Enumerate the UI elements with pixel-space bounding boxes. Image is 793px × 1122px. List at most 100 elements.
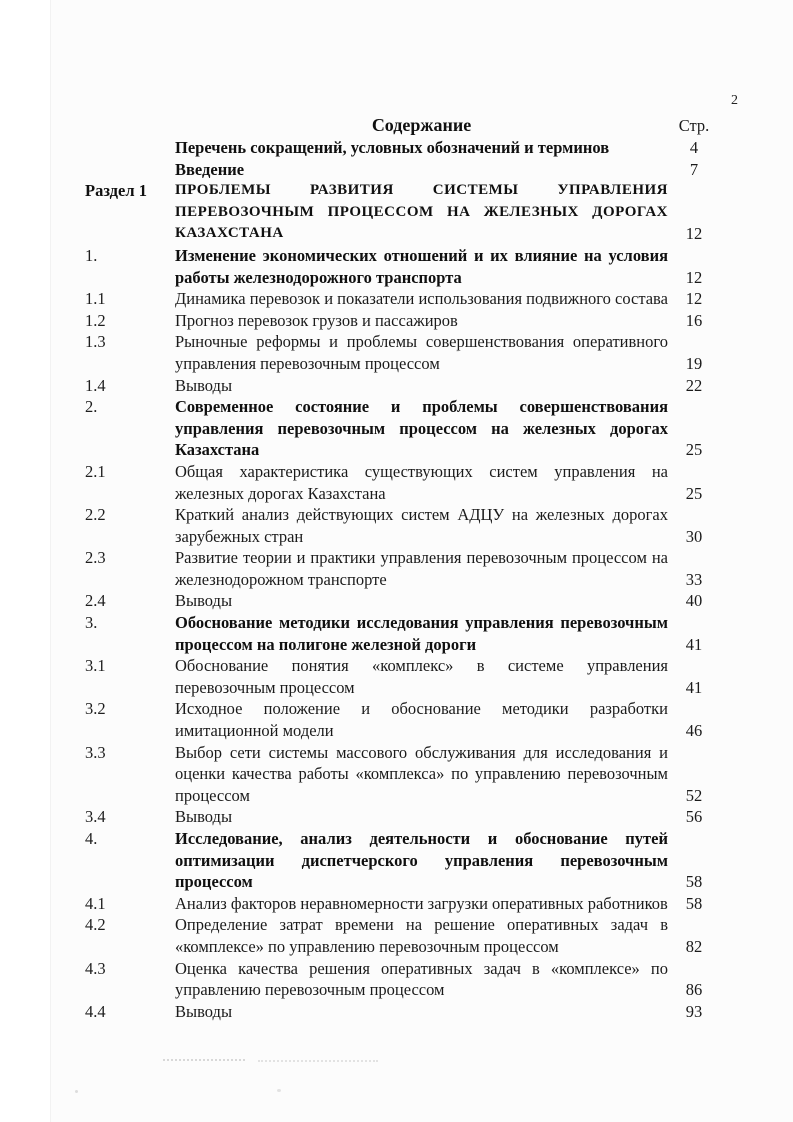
toc-entry-title: Изменение экономических отношений и их в…	[175, 245, 668, 287]
toc-entry-page: 25	[668, 461, 720, 504]
toc-entry-page: 12	[668, 180, 720, 245]
toc-entry-page: 41	[668, 612, 720, 655]
toc-entry-title: Введение	[175, 159, 245, 179]
toc-row: 2.2 Краткий анализ действующих систем АДЦ…	[85, 504, 725, 547]
toc-entry-number: 2.4	[85, 591, 106, 611]
toc-row: 1.2 Прогноз перевозок грузов и пассажиров…	[85, 310, 725, 332]
toc-entry-page: 7	[668, 159, 720, 181]
toc-row: Введение 7	[85, 159, 725, 181]
toc-entry-title: Исходное положение и обоснование методик…	[175, 699, 668, 741]
toc-row: 4.3 Оценка качества решения оперативных з…	[85, 958, 725, 1001]
toc-entry-page-value: 30	[685, 526, 703, 546]
toc-row: 1.3 Рыночные реформы и проблемы совершенс…	[85, 331, 725, 374]
toc-entry-page-value: 25	[685, 483, 703, 503]
toc-row: 1. Изменение экономических отношений и их…	[85, 245, 725, 288]
toc-entry-page-value: 41	[685, 677, 703, 697]
scan-paper-area	[50, 0, 793, 1122]
toc-entry-page-value: 12	[685, 289, 703, 309]
toc-entry-page-value: 58	[685, 893, 703, 913]
toc-entry-page-value: 12	[685, 224, 703, 244]
toc-entry-number: 2.	[85, 397, 98, 417]
toc-entry-title: Рыночные реформы и проблемы совершенство…	[175, 332, 668, 373]
toc-row: 3.4 Выводы 56	[85, 806, 725, 828]
toc-row: 1.4 Выводы 22	[85, 375, 725, 397]
toc-entry-title: Современное состояние и проблемы соверше…	[175, 397, 668, 460]
toc-entry-title: ПРОБЛЕМЫ РАЗВИТИЯ СИСТЕМЫ УПРАВЛЕНИЯ ПЕР…	[175, 182, 668, 242]
toc-entry-page: 58	[668, 893, 720, 915]
toc-entry-number: 3.3	[85, 742, 106, 762]
toc-entry-number	[85, 137, 175, 159]
toc-entry-page-value: 25	[685, 440, 703, 460]
toc-page-column-label: Стр.	[678, 116, 710, 135]
toc-entry-title: Анализ факторов неравномерности загрузки…	[175, 893, 668, 913]
page-number: 2	[731, 93, 738, 108]
toc-entry-number: 3.2	[85, 699, 106, 719]
toc-entry-title: Обоснование методики исследования управл…	[175, 613, 668, 654]
toc-entry-page: 86	[668, 958, 720, 1001]
toc-entry-number: 1.2	[85, 310, 106, 330]
toc-entry-page: 33	[668, 547, 720, 590]
toc-entry-page-value: 93	[685, 1001, 703, 1021]
toc-entry-title: Краткий анализ действующих систем АДЦУ н…	[175, 505, 668, 546]
toc-entry-number: 4.	[85, 829, 98, 848]
toc-entry-number: 4.1	[85, 893, 106, 913]
toc-entry-title: Выводы	[175, 1001, 233, 1021]
toc-entry-number	[85, 159, 175, 181]
toc-entry-title: Прогноз перевозок грузов и пассажиров	[175, 310, 458, 330]
toc-entry-page-value: 4	[689, 138, 699, 157]
toc-entry-page-value: 40	[685, 591, 703, 611]
toc-row: Раздел 1 ПРОБЛЕМЫ РАЗВИТИЯ СИСТЕМЫ УПРАВЛ…	[85, 180, 725, 245]
toc-row: 3.1 Обоснование понятия «комплекс» в сист…	[85, 655, 725, 698]
toc-entry-page: 12	[668, 288, 720, 310]
toc-entry-page-value: 58	[685, 872, 703, 892]
toc-entry-title: Обоснование понятия «комплекс» в системе…	[175, 656, 668, 697]
toc-entry-page-value: 46	[685, 721, 703, 741]
toc-entry-page-value: 22	[685, 375, 703, 395]
toc-row: 3.3 Выбор сети системы массового обслужив…	[85, 742, 725, 807]
toc-row: 3. Обоснование методики исследования упра…	[85, 612, 725, 655]
toc-entry-title: Исследование, анализ деятельности и обос…	[175, 829, 668, 892]
table-of-contents: Содержание Стр. Перечень сокращений, усл…	[85, 114, 725, 1022]
toc-entry-title: Определение затрат времени на решение оп…	[175, 915, 668, 956]
toc-entry-page-value: 41	[685, 634, 703, 654]
toc-entry-title: Динамика перевозок и показатели использо…	[175, 289, 668, 309]
toc-row: 2.4 Выводы 40	[85, 590, 725, 612]
toc-entry-title: Выводы	[175, 591, 233, 611]
toc-entry-title: Развитие теории и практики управления пе…	[175, 548, 668, 589]
toc-entry-title: Общая характеристика существующих систем…	[175, 461, 668, 503]
toc-entry-number: 2.1	[85, 461, 106, 481]
toc-entry-page: 52	[668, 742, 720, 807]
toc-entry-page: 30	[668, 504, 720, 547]
toc-entry-number: 2.3	[85, 548, 106, 568]
toc-entry-page: 19	[668, 331, 720, 374]
toc-rows: Перечень сокращений, условных обозначени…	[85, 137, 725, 1022]
toc-entry-page-value: 86	[685, 980, 703, 1000]
toc-entry-page: 16	[668, 310, 720, 332]
toc-row: 3.2 Исходное положение и обоснование мето…	[85, 698, 725, 741]
toc-title: Содержание	[371, 115, 472, 135]
toc-entry-number: 1.3	[85, 332, 106, 352]
toc-entry-number: 1.4	[85, 375, 106, 395]
toc-row: Перечень сокращений, условных обозначени…	[85, 137, 725, 159]
toc-entry-page: 25	[668, 396, 720, 461]
toc-entry-page: 82	[668, 914, 720, 957]
toc-entry-page: 93	[668, 1001, 720, 1023]
toc-entry-page-value: 52	[685, 785, 703, 805]
toc-header: Содержание Стр.	[85, 114, 725, 137]
toc-entry-title: Выводы	[175, 807, 233, 827]
toc-entry-number: 3.1	[85, 656, 106, 676]
toc-entry-number: 4.4	[85, 1001, 106, 1021]
toc-entry-number: Раздел 1	[85, 181, 147, 201]
toc-entry-number: 4.2	[85, 915, 106, 935]
toc-entry-page: 46	[668, 698, 720, 741]
toc-entry-page: 40	[668, 590, 720, 612]
toc-row: 4.4 Выводы 93	[85, 1001, 725, 1023]
toc-entry-title: Оценка качества решения оперативных зада…	[175, 958, 668, 1000]
toc-row: 4.2 Определение затрат времени на решение…	[85, 914, 725, 957]
toc-entry-page: 12	[668, 245, 720, 288]
toc-entry-page-value: 12	[685, 267, 703, 287]
toc-entry-number: 1.1	[85, 289, 106, 309]
toc-row: 4. Исследование, анализ деятельности и об…	[85, 828, 725, 893]
toc-entry-number: 2.2	[85, 505, 106, 525]
